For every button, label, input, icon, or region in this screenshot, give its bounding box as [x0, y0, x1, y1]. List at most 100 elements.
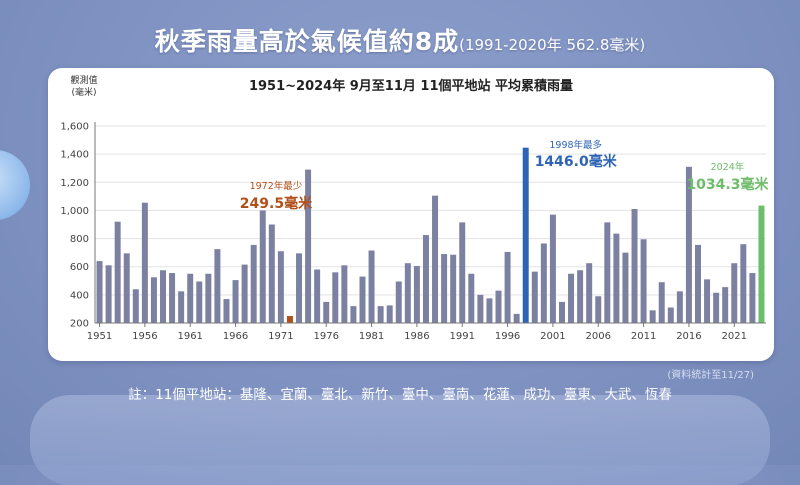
bar: [141, 202, 148, 323]
y-tick-label: 600: [70, 262, 89, 273]
bar: [114, 221, 121, 323]
bar: [268, 224, 275, 323]
x-tick-label: 1971: [268, 331, 293, 342]
bar: [577, 270, 584, 323]
annotation-latest-value: 1034.3毫米: [686, 176, 769, 193]
bar: [250, 244, 257, 323]
y-tick-label: 1,600: [60, 122, 89, 133]
bar: [695, 244, 701, 323]
bar: [323, 301, 330, 323]
bar: [731, 263, 738, 323]
bar: [132, 289, 139, 323]
x-tick-label: 2021: [722, 331, 747, 342]
y-tick-label: 400: [70, 290, 89, 301]
bar: [368, 250, 375, 323]
bar: [658, 282, 665, 323]
data-cutoff-note: (資料統計至11/27): [667, 370, 754, 381]
x-tick-labels: 1951 1956 1961 1966 1971 1976 1981 1986 1991 1996…: [87, 331, 747, 342]
bar: [549, 214, 556, 323]
annotation-min-value: 249.5毫米: [240, 195, 313, 212]
axes: [94, 122, 766, 327]
chart-panel: 1951~2024年 9月至11月 11個平地站 平均累積雨量 觀測值 (毫米)…: [48, 68, 774, 361]
y-tick-label: 1,200: [60, 178, 89, 189]
bar: [685, 166, 692, 323]
annotation-latest-year: 2024年: [711, 161, 745, 173]
bar: [187, 273, 194, 323]
bar: [277, 251, 284, 323]
bar: [232, 280, 239, 323]
x-tick-label: 2016: [676, 331, 701, 342]
bar: [150, 277, 157, 323]
bar-latest: [758, 205, 765, 323]
bar: [558, 301, 565, 323]
decorative-orb: [0, 150, 30, 220]
bar: [196, 281, 203, 323]
bar: [704, 279, 711, 323]
bar: [749, 273, 756, 323]
bar: [649, 310, 656, 323]
bar: [713, 292, 720, 323]
bar: [395, 281, 402, 323]
bar: [486, 298, 493, 323]
bar: [604, 222, 611, 323]
annotation-max-year: 1998年最多: [549, 139, 602, 151]
annotation-max-value: 1446.0毫米: [535, 153, 618, 170]
bar: [586, 263, 593, 323]
bar: [441, 254, 448, 323]
bar: [595, 296, 602, 323]
bar: [722, 287, 729, 323]
page-title: 秋季雨量高於氣候值約8成(1991-2020年 562.8毫米): [0, 22, 800, 58]
bar: [359, 276, 366, 323]
bar: [459, 222, 466, 323]
bar-min: [286, 316, 293, 323]
y-tick-labels: 200 400 600 800 1,000 1,200 1,400 1,600: [60, 122, 89, 330]
x-tick-label: 2006: [586, 331, 611, 342]
annotations: 1972年最少 249.5毫米 1998年最多 1446.0毫米 2024年 1…: [240, 139, 770, 212]
decorative-floor: [30, 395, 770, 485]
bar: [214, 249, 221, 323]
bar: [640, 239, 647, 323]
bar: [513, 313, 520, 323]
y-axis-label-line1: 觀測值: [70, 74, 97, 86]
bar: [495, 290, 502, 323]
x-tick-label: 1981: [359, 331, 384, 342]
bar: [432, 195, 439, 323]
bar: [305, 169, 312, 323]
bar: [314, 269, 321, 323]
bar: [123, 253, 130, 323]
x-tick-label: 1976: [313, 331, 338, 342]
bar: [178, 291, 185, 323]
chart-title: 1951~2024年 9月至11月 11個平地站 平均累積雨量: [249, 78, 573, 94]
bar: [241, 264, 248, 323]
x-tick-label: 1956: [132, 331, 157, 342]
bar: [676, 291, 683, 323]
station-footnote: 註：11個平地站：基隆、宜蘭、臺北、新竹、臺中、臺南、花蓮、成功、臺東、大武、恆…: [128, 387, 672, 403]
x-tick-label: 1966: [223, 331, 248, 342]
x-tick-label: 1991: [450, 331, 475, 342]
x-tick-label: 2011: [631, 331, 656, 342]
bar-max: [522, 147, 529, 323]
y-tick-label: 800: [70, 234, 89, 245]
bar: [105, 265, 112, 323]
y-axis-label-line2: (毫米): [71, 86, 96, 98]
x-tick-label: 1961: [177, 331, 202, 342]
bar: [169, 273, 176, 323]
bar: [568, 273, 575, 323]
bar: [477, 294, 484, 323]
y-tick-label: 1,400: [60, 150, 89, 161]
bar: [296, 253, 303, 323]
bar: [205, 273, 212, 323]
bar: [631, 209, 638, 323]
bars: [96, 147, 765, 323]
rainfall-bar-chart: 1951~2024年 9月至11月 11個平地站 平均累積雨量 觀測值 (毫米)…: [60, 74, 770, 342]
x-tick-label: 1996: [495, 331, 520, 342]
x-tick-label: 2001: [540, 331, 565, 342]
x-tick-label: 1951: [87, 331, 112, 342]
title-sub: (1991-2020年 562.8毫米): [459, 36, 646, 54]
bar: [341, 265, 348, 323]
bar: [740, 244, 747, 323]
bar: [223, 299, 230, 323]
bar: [540, 243, 547, 323]
bar: [377, 306, 384, 323]
bar: [96, 261, 103, 323]
